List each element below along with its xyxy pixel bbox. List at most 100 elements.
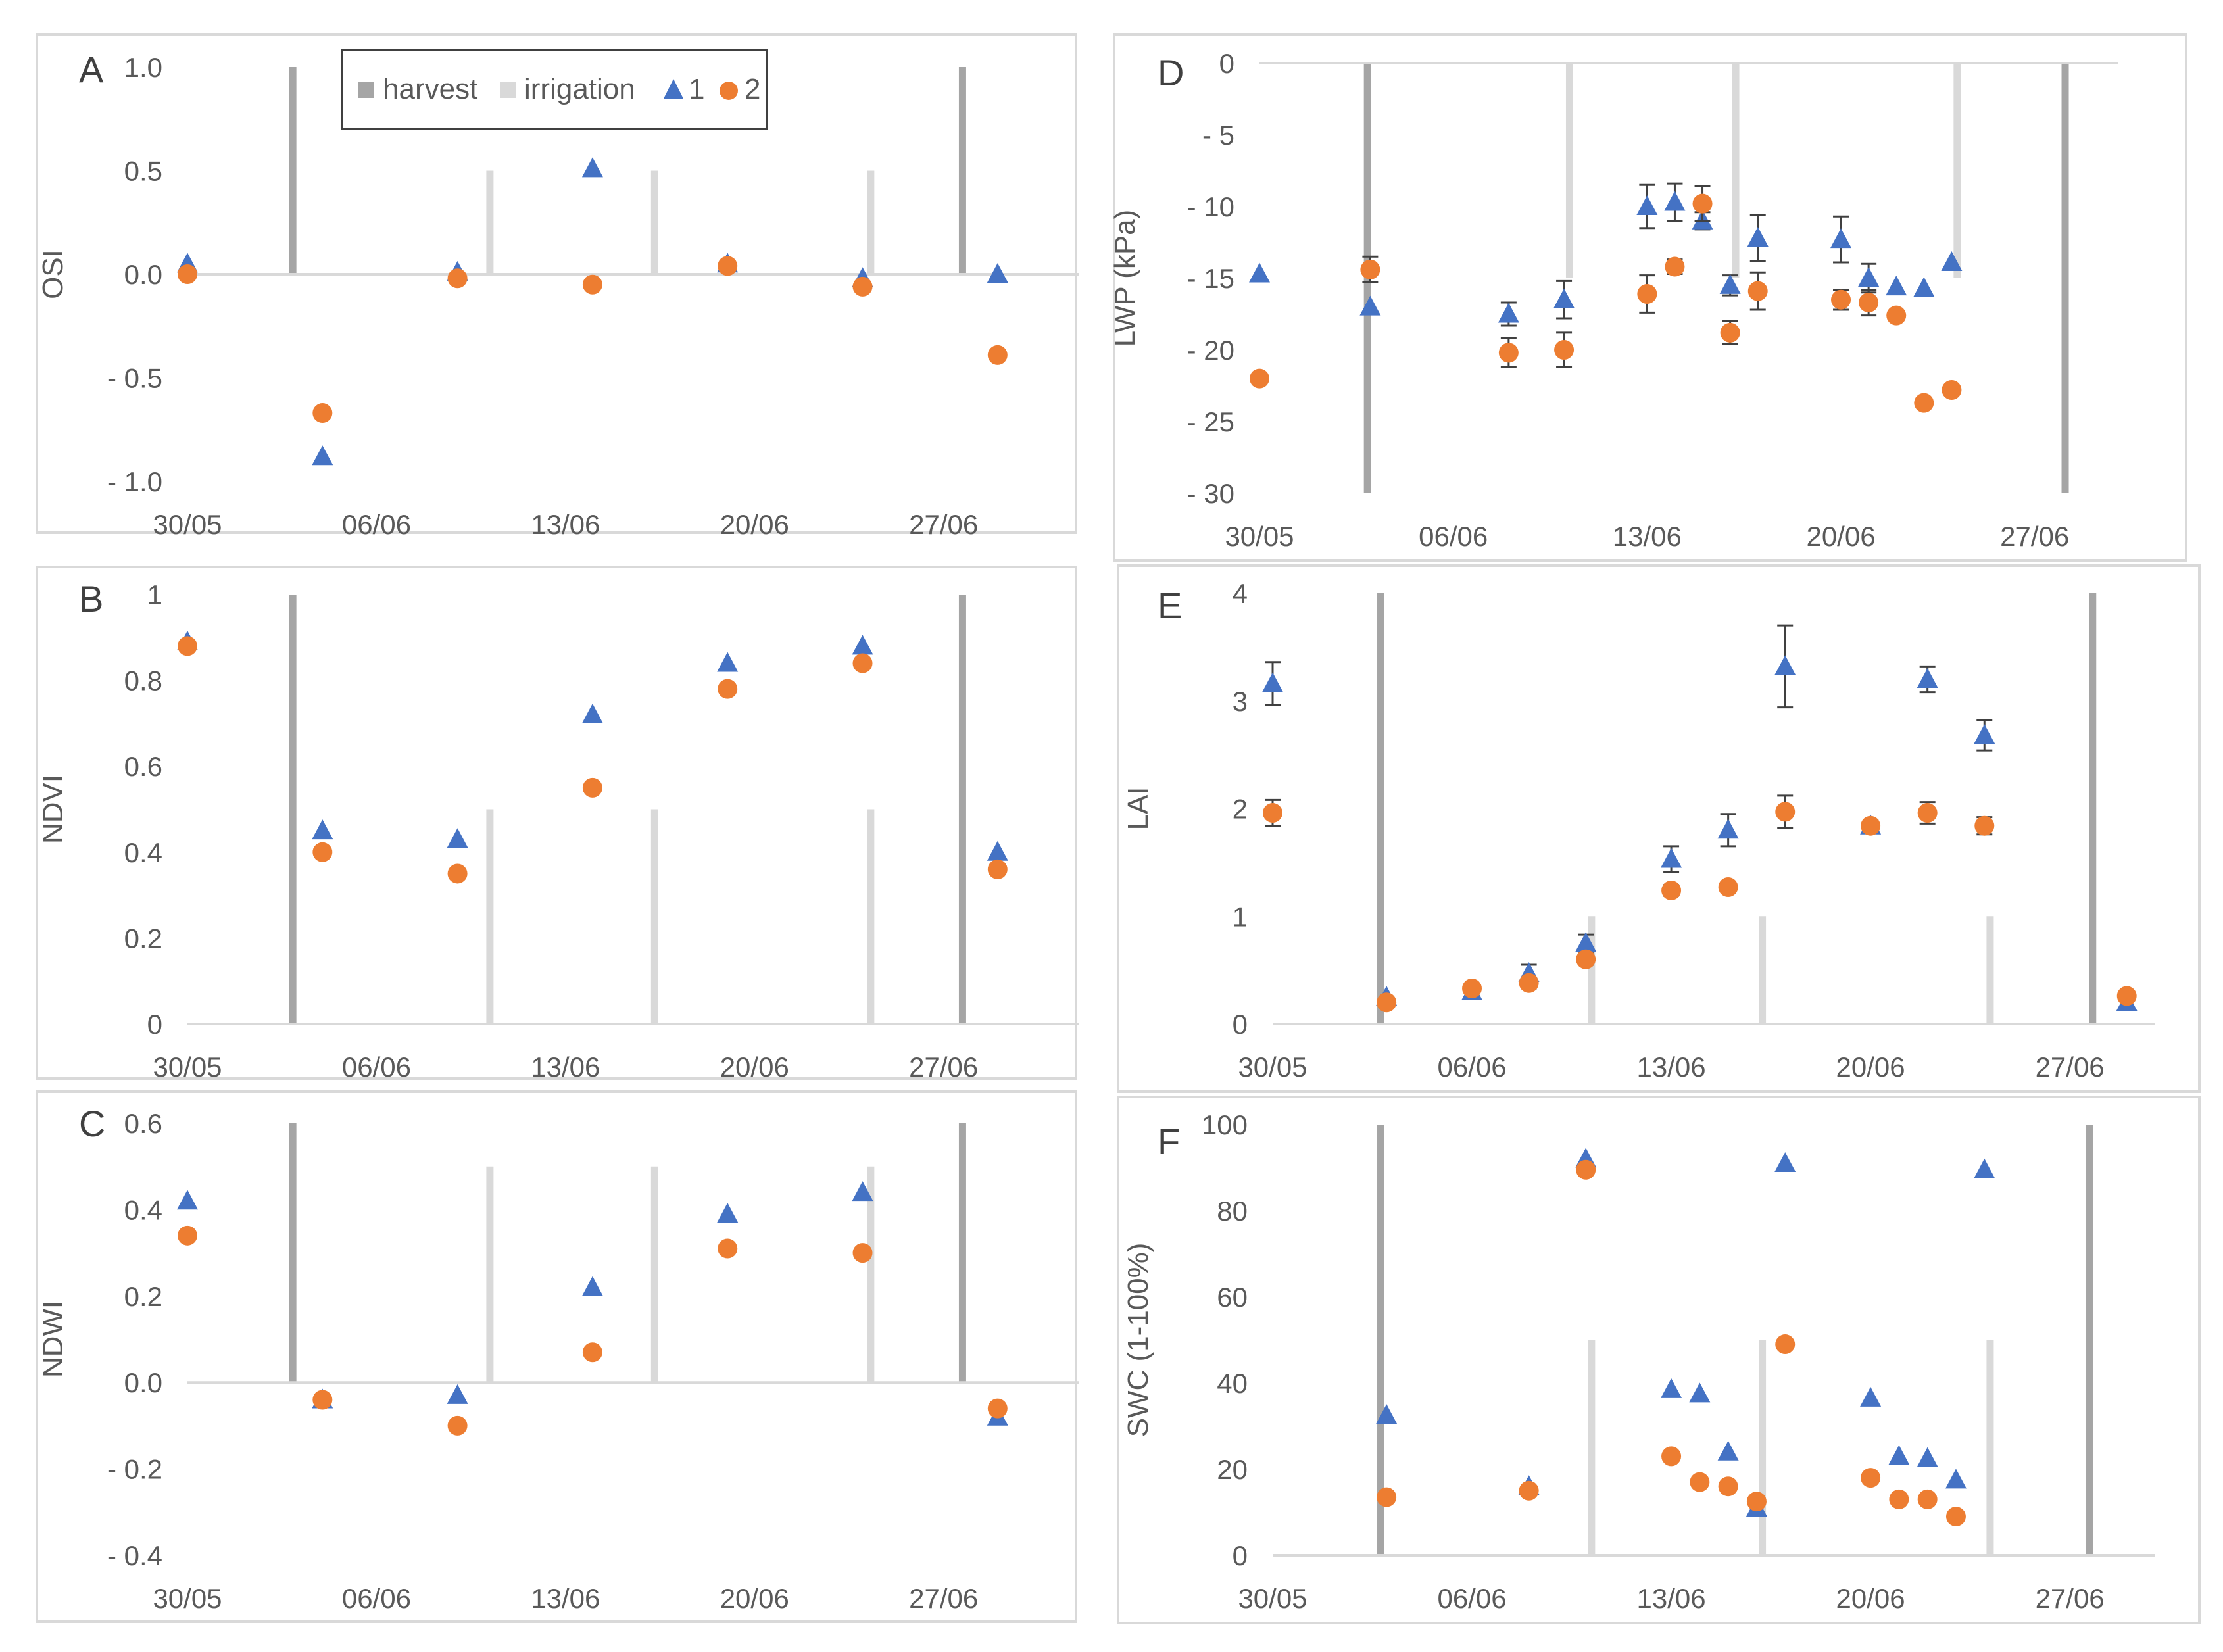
y-tick-label: 0.6 — [124, 751, 162, 782]
x-tick-label: 13/06 — [531, 509, 600, 540]
x-tick-label: 20/06 — [720, 509, 789, 540]
data-point-triangle — [1888, 1445, 1910, 1465]
x-tick-label: 06/06 — [342, 1583, 411, 1614]
data-point-triangle — [581, 1276, 603, 1296]
data-point-circle — [312, 403, 333, 424]
data-point-circle — [1665, 256, 1685, 277]
data-point-triangle — [1886, 276, 1907, 296]
data-point-triangle — [447, 1384, 468, 1404]
x-tick-label: 27/06 — [2036, 1052, 2105, 1082]
data-point-triangle — [1941, 251, 1963, 272]
x-tick-label: 13/06 — [531, 1583, 600, 1614]
data-point-circle — [1831, 289, 1851, 310]
data-point-circle — [1498, 343, 1519, 363]
data-point-triangle — [177, 1190, 198, 1210]
y-tick-label: - 0.2 — [107, 1454, 162, 1485]
x-tick-label: 20/06 — [1836, 1052, 1905, 1082]
chart-panel-d: D - 30 - 25 - 20 - 15 - 10 - 5 0 30/05 06/06 13/06… — [1109, 33, 2187, 562]
data-point-circle — [1576, 1159, 1596, 1180]
y-axis-label: SWC (1-100%) — [1122, 1243, 1154, 1438]
panel-border — [36, 1090, 1077, 1623]
data-point-circle — [1718, 1476, 1738, 1497]
data-point-triangle — [1974, 1158, 1995, 1178]
y-tick-label: 0.0 — [124, 259, 162, 290]
panel-letter: A — [79, 49, 104, 90]
data-point-triangle — [1661, 848, 1682, 868]
x-tick-label: 13/06 — [1637, 1583, 1706, 1614]
panel-letter: B — [79, 578, 103, 620]
x-tick-label: 06/06 — [1419, 521, 1488, 552]
data-point-triangle — [1913, 277, 1935, 297]
data-point-circle — [582, 1342, 602, 1363]
series-1 — [1249, 182, 1963, 327]
x-tick-label: 20/06 — [720, 1583, 789, 1614]
y-tick-label: - 25 — [1187, 406, 1234, 437]
data-point-circle — [1889, 1489, 1909, 1509]
panel-letter: E — [1158, 585, 1182, 626]
x-tick-label: 30/05 — [1238, 1052, 1307, 1082]
y-tick-label: 0.2 — [124, 1281, 162, 1312]
y-tick-label: - 15 — [1187, 263, 1234, 294]
data-point-circle — [1377, 1487, 1397, 1507]
panel-border — [1113, 33, 2187, 562]
legend-harvest-swatch — [358, 82, 374, 98]
y-tick-label: 0 — [1233, 1009, 1248, 1040]
x-tick-label: 20/06 — [1836, 1583, 1905, 1614]
data-point-circle — [987, 859, 1008, 879]
x-tick-label: 27/06 — [2000, 521, 2069, 552]
y-axis-label: NDWI — [37, 1301, 69, 1378]
y-tick-label: 40 — [1217, 1368, 1248, 1399]
data-point-circle — [1519, 1480, 1539, 1501]
data-point-circle — [1360, 259, 1380, 279]
data-point-circle — [178, 264, 197, 284]
y-tick-label: 0.8 — [124, 666, 162, 696]
data-point-circle — [178, 1225, 197, 1246]
y-tick-label: 0 — [147, 1009, 162, 1040]
y-tick-label: 0.4 — [124, 1194, 162, 1225]
data-point-circle — [1775, 1334, 1796, 1355]
legend-series1-marker — [664, 79, 683, 99]
x-tick-label: 27/06 — [909, 509, 978, 540]
data-point-circle — [1690, 1472, 1710, 1492]
legend-series1-label: 1 — [689, 73, 704, 105]
series-2 — [178, 1225, 1008, 1436]
data-point-triangle — [1774, 1152, 1796, 1172]
chart-panel-b: B 0 0.2 0.4 0.6 0.8 1 30/05 06/06 13/06 20/06 27/06… — [36, 566, 1079, 1082]
y-tick-label: 0.5 — [124, 156, 162, 187]
y-tick-label: 0.0 — [124, 1367, 162, 1398]
data-point-triangle — [1717, 819, 1739, 839]
data-point-triangle — [1945, 1469, 1966, 1489]
data-point-triangle — [717, 1202, 739, 1223]
panel-letter: F — [1158, 1121, 1180, 1162]
data-point-circle — [1637, 283, 1657, 304]
data-point-triangle — [1359, 295, 1381, 316]
y-tick-label: - 0.5 — [107, 363, 162, 394]
chart-panel-c: C - 0.4 - 0.2 0.0 0.2 0.4 0.6 30/05 06/06 13/06 20… — [36, 1090, 1079, 1623]
data-point-circle — [447, 1415, 468, 1436]
data-point-triangle — [852, 1181, 873, 1202]
data-point-triangle — [1858, 267, 1880, 287]
x-tick-label: 30/05 — [1238, 1583, 1307, 1614]
data-point-circle — [852, 653, 873, 673]
y-tick-label: 0 — [1219, 48, 1234, 79]
series-2 — [178, 636, 1008, 884]
data-point-circle — [1917, 1489, 1938, 1509]
data-point-triangle — [1498, 303, 1519, 323]
data-point-triangle — [1917, 1447, 1938, 1467]
panels: A - 1.0 - 0.5 0.0 0.5 1.0 30/05 06/06 13/06 20/06… — [36, 33, 2201, 1624]
x-tick-label: 27/06 — [909, 1052, 978, 1082]
data-point-triangle — [987, 263, 1008, 283]
chart-panel-e: E 0 1 2 3 4 30/05 06/06 13/06 20/06 27/06 LAI — [1117, 564, 2201, 1093]
data-point-circle — [582, 777, 602, 798]
y-tick-label: 60 — [1217, 1282, 1248, 1313]
y-axis-label: OSI — [37, 249, 69, 299]
data-point-triangle — [852, 635, 873, 655]
data-point-triangle — [1553, 288, 1575, 308]
data-point-circle — [1720, 322, 1740, 343]
y-axis-label: LAI — [1122, 787, 1154, 830]
y-tick-label: 80 — [1217, 1196, 1248, 1227]
y-tick-label: - 10 — [1187, 191, 1234, 222]
data-point-circle — [2116, 986, 2137, 1006]
data-point-circle — [1263, 803, 1282, 823]
y-tick-label: 2 — [1233, 794, 1248, 825]
